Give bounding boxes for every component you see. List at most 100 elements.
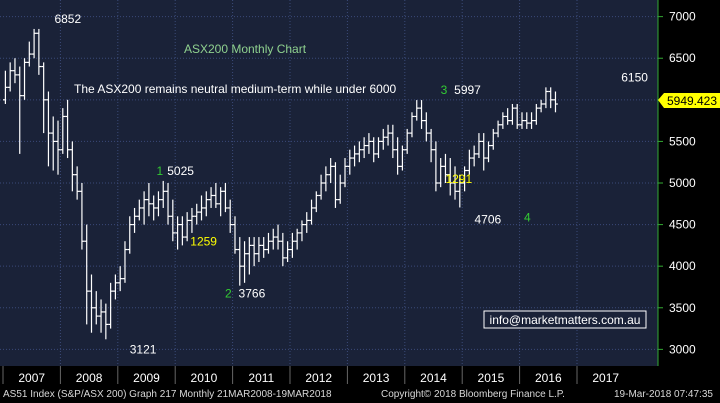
- ohlc-bar: [313, 191, 319, 213]
- ohlc-bar: [385, 124, 391, 146]
- ohlc-bar: [356, 141, 362, 163]
- x-tick-label: 2016: [535, 371, 562, 385]
- ohlc-bar: [538, 99, 544, 113]
- ohlc-bar: [423, 112, 429, 142]
- ohlc-bar: [428, 128, 434, 163]
- x-tick-label: 2015: [478, 371, 505, 385]
- ohlc-bar: [74, 166, 80, 200]
- ohlc-bar: [533, 103, 539, 125]
- ohlc-bar: [294, 228, 300, 250]
- ohlc-bar: [41, 62, 47, 134]
- ohlc-bar: [481, 133, 487, 171]
- ohlc-bar: [519, 112, 525, 129]
- ohlc-bar: [36, 28, 42, 75]
- ohlc-bar: [199, 195, 204, 221]
- ohlc-bar: [514, 103, 520, 129]
- ohlc-bar: [318, 174, 324, 200]
- footer-right: 19-Mar-2018 07:47:35: [614, 389, 713, 400]
- ohlc-bar: [337, 174, 343, 204]
- ohlc-bar: [266, 232, 271, 254]
- annotations: 6852 3121 1 5025 1259 2 3766 3 5997 1291 4706 4 6150: [54, 12, 648, 356]
- ohlc-bar: [443, 153, 448, 183]
- ohlc-bar: [146, 183, 152, 217]
- ohlc-bar: [46, 91, 51, 167]
- ohlc-bar: [409, 112, 415, 138]
- ohlc-bar: [366, 133, 372, 154]
- y-tick-label: 3000: [669, 342, 696, 356]
- y-tick-label: 5500: [669, 134, 696, 148]
- ohlc-bar: [390, 124, 396, 159]
- ohlc-bar: [524, 112, 530, 129]
- x-tick-label: 2013: [363, 371, 390, 385]
- ohlc-bar: [495, 120, 501, 138]
- ohlc-bar: [400, 145, 405, 171]
- ohlc-bar: [414, 100, 420, 121]
- chart-title: ASX200 Monthly Chart: [184, 42, 307, 56]
- ohlc-bar: [395, 137, 401, 175]
- last-price-label: 5949.423: [667, 94, 717, 108]
- ohlc-bar: [452, 166, 458, 200]
- ohlc-bar: [151, 195, 157, 221]
- y-tick-label: 4000: [669, 259, 696, 273]
- ohlc-bar: [323, 166, 329, 192]
- ohlc-bar: [98, 299, 104, 333]
- ohlc-bar: [438, 158, 444, 188]
- annotation-label: 1: [156, 164, 163, 178]
- ohlc-bar: [404, 128, 410, 154]
- annotation-label: 3121: [130, 342, 157, 356]
- footer: AS51 Index (S&P/ASX 200) Graph 217 Month…: [0, 386, 720, 403]
- ohlc-bar: [280, 232, 286, 267]
- x-tick-label: 2009: [133, 371, 160, 385]
- ohlc-bar: [65, 99, 70, 159]
- ohlc-bar: [342, 158, 348, 188]
- ohlc-bar: [194, 203, 200, 225]
- ohlc-bar: [270, 228, 276, 250]
- x-tick-label: 2012: [305, 371, 332, 385]
- annotation-label: 6150: [621, 70, 648, 84]
- annotation-label: 4706: [475, 212, 502, 226]
- last-price-marker: 5949.423: [658, 93, 720, 108]
- ohlc-bar: [12, 58, 18, 84]
- ohlc-bar: [476, 133, 482, 159]
- annotation-label: 2: [225, 287, 232, 301]
- ohlc-bar: [136, 199, 142, 221]
- ohlc-bar: [232, 216, 238, 254]
- x-tick-label: 2017: [592, 371, 619, 385]
- annotation-label: 1291: [445, 172, 472, 186]
- ohlc-bar: [170, 199, 176, 242]
- ohlc-bar: [17, 66, 23, 154]
- footer-left: AS51 Index (S&P/ASX 200) Graph 217 Month…: [3, 389, 332, 400]
- ohlc-bar: [2, 70, 8, 104]
- contact-email[interactable]: info@marketmatters.com.au: [490, 313, 641, 327]
- annotation-label: 6852: [54, 12, 81, 26]
- x-tick-label: 2011: [248, 371, 274, 385]
- annotation-label: 3766: [239, 287, 266, 301]
- ohlc-bar: [376, 137, 381, 159]
- ohlc-bar: [237, 237, 243, 286]
- ohlc-bar: [55, 120, 61, 175]
- y-axis: 300035004000450050005500600065007000: [657, 0, 696, 366]
- ohlc-bar: [179, 216, 185, 246]
- ohlc-bar: [117, 266, 123, 292]
- contact-box[interactable]: info@marketmatters.com.au: [483, 310, 647, 329]
- ohlc-bar: [457, 174, 463, 208]
- ohlc-bar: [103, 303, 109, 340]
- annotation-label: 1259: [190, 234, 217, 248]
- ohlc-bar: [347, 149, 353, 175]
- ohlc-bar: [113, 274, 118, 300]
- annotation-label: 5025: [167, 164, 194, 178]
- contact-box-border: [483, 310, 647, 329]
- ohlc-bar: [447, 158, 453, 196]
- ohlc-bar: [352, 145, 357, 167]
- ohlc-bar: [486, 141, 491, 163]
- ohlc-bar: [203, 191, 209, 217]
- ohlc-bar: [471, 145, 477, 167]
- ohlc-bars: [2, 28, 558, 340]
- ohlc-bar: [299, 220, 305, 242]
- ohlc-bar: [529, 112, 534, 129]
- y-tick-label: 5000: [669, 176, 696, 190]
- x-tick-label: 2007: [18, 371, 45, 385]
- ohlc-bar: [543, 87, 549, 109]
- ohlc-bar: [89, 274, 94, 333]
